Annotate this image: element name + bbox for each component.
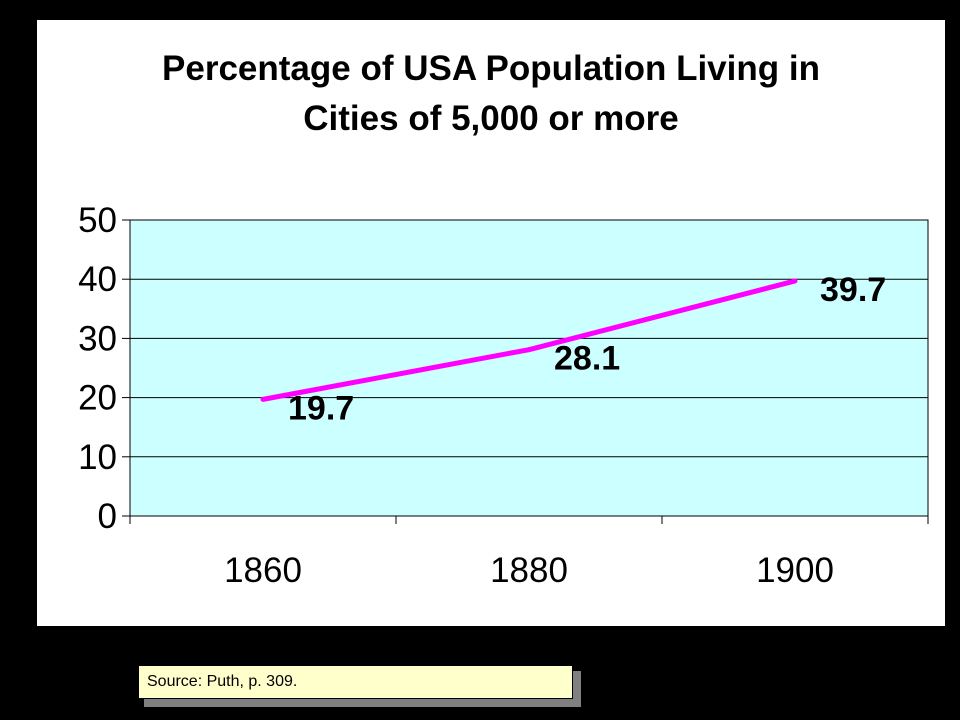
- plot-area: [129, 219, 929, 517]
- data-point-1900: [792, 278, 798, 284]
- y-tick-label-20: 20: [78, 379, 117, 418]
- data-point-1860: [260, 396, 266, 402]
- data-label-1860: 19.7: [288, 389, 354, 427]
- x-tick-label-1900: 1900: [756, 551, 834, 590]
- x-tick-label-1860: 1860: [224, 551, 302, 590]
- y-tick-label-50: 50: [78, 201, 117, 240]
- data-label-1900: 39.7: [820, 271, 886, 309]
- chart-panel: Percentage of USA Population Living in Ci…: [37, 20, 945, 626]
- y-tick-label-40: 40: [78, 260, 117, 299]
- y-tick-label-30: 30: [78, 319, 117, 358]
- y-tick-label-10: 10: [78, 438, 117, 477]
- x-tick-label-1880: 1880: [490, 551, 568, 590]
- data-label-1880: 28.1: [554, 340, 620, 378]
- chart-title-line-2: Cities of 5,000 or more: [303, 99, 678, 138]
- data-point-1880: [526, 347, 532, 353]
- chart-title-line-1: Percentage of USA Population Living in: [162, 49, 820, 88]
- y-tick-label-0: 0: [98, 497, 117, 536]
- line-chart: Percentage of USA Population Living in Ci…: [78, 49, 929, 590]
- source-box: Source: Puth, p. 309.: [138, 665, 573, 699]
